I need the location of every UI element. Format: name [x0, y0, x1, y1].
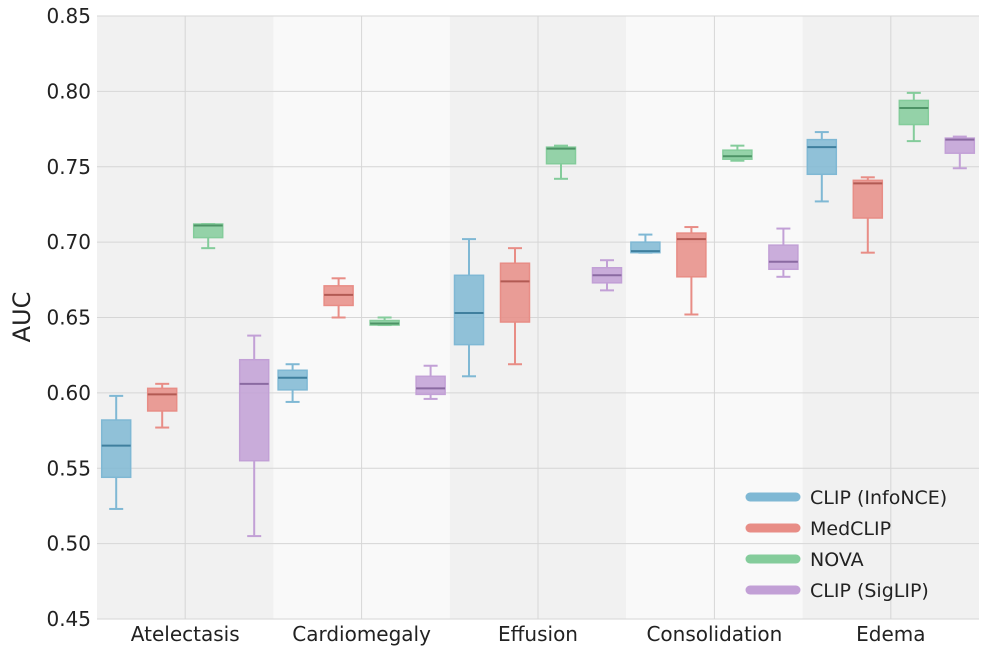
- series-clip-siglip: [238, 135, 976, 538]
- legend-item: CLIP (InfoNCE): [745, 487, 947, 509]
- y-tick-label: 0.85: [46, 4, 91, 28]
- box: [277, 363, 308, 403]
- x-tick-labels: Atelectasis Cardiomegaly Effusion Consolida…: [131, 622, 926, 646]
- legend: CLIP (InfoNCE) MedCLIP NOVA CLIP (SigLIP): [745, 487, 947, 602]
- box-iqr: [676, 232, 707, 278]
- legend-item: NOVA: [745, 549, 864, 571]
- y-tick-label: 0.45: [46, 607, 91, 631]
- box: [898, 91, 930, 143]
- box: [852, 176, 884, 254]
- box-iqr: [453, 274, 485, 346]
- y-tick-labels: 0.45 0.50 0.55 0.60 0.65 0.70 0.75 0.80 0.85: [46, 4, 91, 631]
- box-iqr: [545, 146, 577, 165]
- box-iqr: [499, 262, 531, 323]
- box: [722, 144, 753, 162]
- box-iqr: [277, 369, 308, 391]
- y-tick-label: 0.65: [46, 306, 91, 330]
- box: [415, 364, 446, 400]
- box-iqr: [238, 358, 270, 462]
- legend-item: CLIP (SigLIP): [745, 580, 929, 602]
- box: [146, 382, 178, 429]
- box: [806, 131, 838, 203]
- box: [100, 394, 132, 510]
- box-iqr: [146, 387, 178, 412]
- box-iqr: [898, 99, 930, 126]
- y-axis-title: AUC: [8, 292, 36, 343]
- box-iqr: [630, 241, 661, 254]
- x-tick-label: Atelectasis: [131, 622, 240, 646]
- x-tick-label: Consolidation: [646, 622, 782, 646]
- box: [499, 247, 531, 366]
- box: [192, 223, 224, 250]
- x-tick-label: Cardiomegaly: [292, 622, 431, 646]
- box: [630, 233, 661, 254]
- box-series: [100, 91, 976, 538]
- y-tick-label: 0.80: [46, 79, 91, 103]
- box: [676, 226, 707, 316]
- series-clip-infonce: [100, 131, 838, 510]
- box: [238, 334, 270, 538]
- box: [545, 144, 577, 180]
- y-tick-label: 0.70: [46, 230, 91, 254]
- box-iqr: [192, 223, 224, 239]
- series-medclip: [146, 176, 884, 429]
- y-tick-label: 0.60: [46, 381, 91, 405]
- box-iqr: [768, 244, 799, 271]
- x-tick-label: Edema: [856, 622, 925, 646]
- box-iqr: [100, 419, 132, 479]
- box-iqr: [944, 137, 976, 154]
- box-iqr: [415, 375, 446, 396]
- box: [944, 135, 976, 170]
- legend-label: CLIP (SigLIP): [810, 580, 929, 602]
- x-tick-label: Effusion: [498, 622, 578, 646]
- box: [768, 227, 799, 278]
- series-nova: [192, 91, 930, 327]
- box-iqr: [806, 138, 838, 176]
- box: [369, 316, 400, 327]
- box: [453, 238, 485, 378]
- y-tick-label: 0.75: [46, 155, 91, 179]
- y-tick-label: 0.50: [46, 532, 91, 556]
- legend-label: MedCLIP: [810, 518, 891, 540]
- legend-label: NOVA: [810, 549, 864, 571]
- box-iqr: [852, 179, 884, 219]
- box-iqr: [722, 149, 753, 160]
- box: [323, 277, 354, 319]
- y-tick-label: 0.55: [46, 456, 91, 480]
- box: [591, 259, 623, 292]
- legend-item: MedCLIP: [745, 518, 891, 540]
- legend-label: CLIP (InfoNCE): [810, 487, 947, 509]
